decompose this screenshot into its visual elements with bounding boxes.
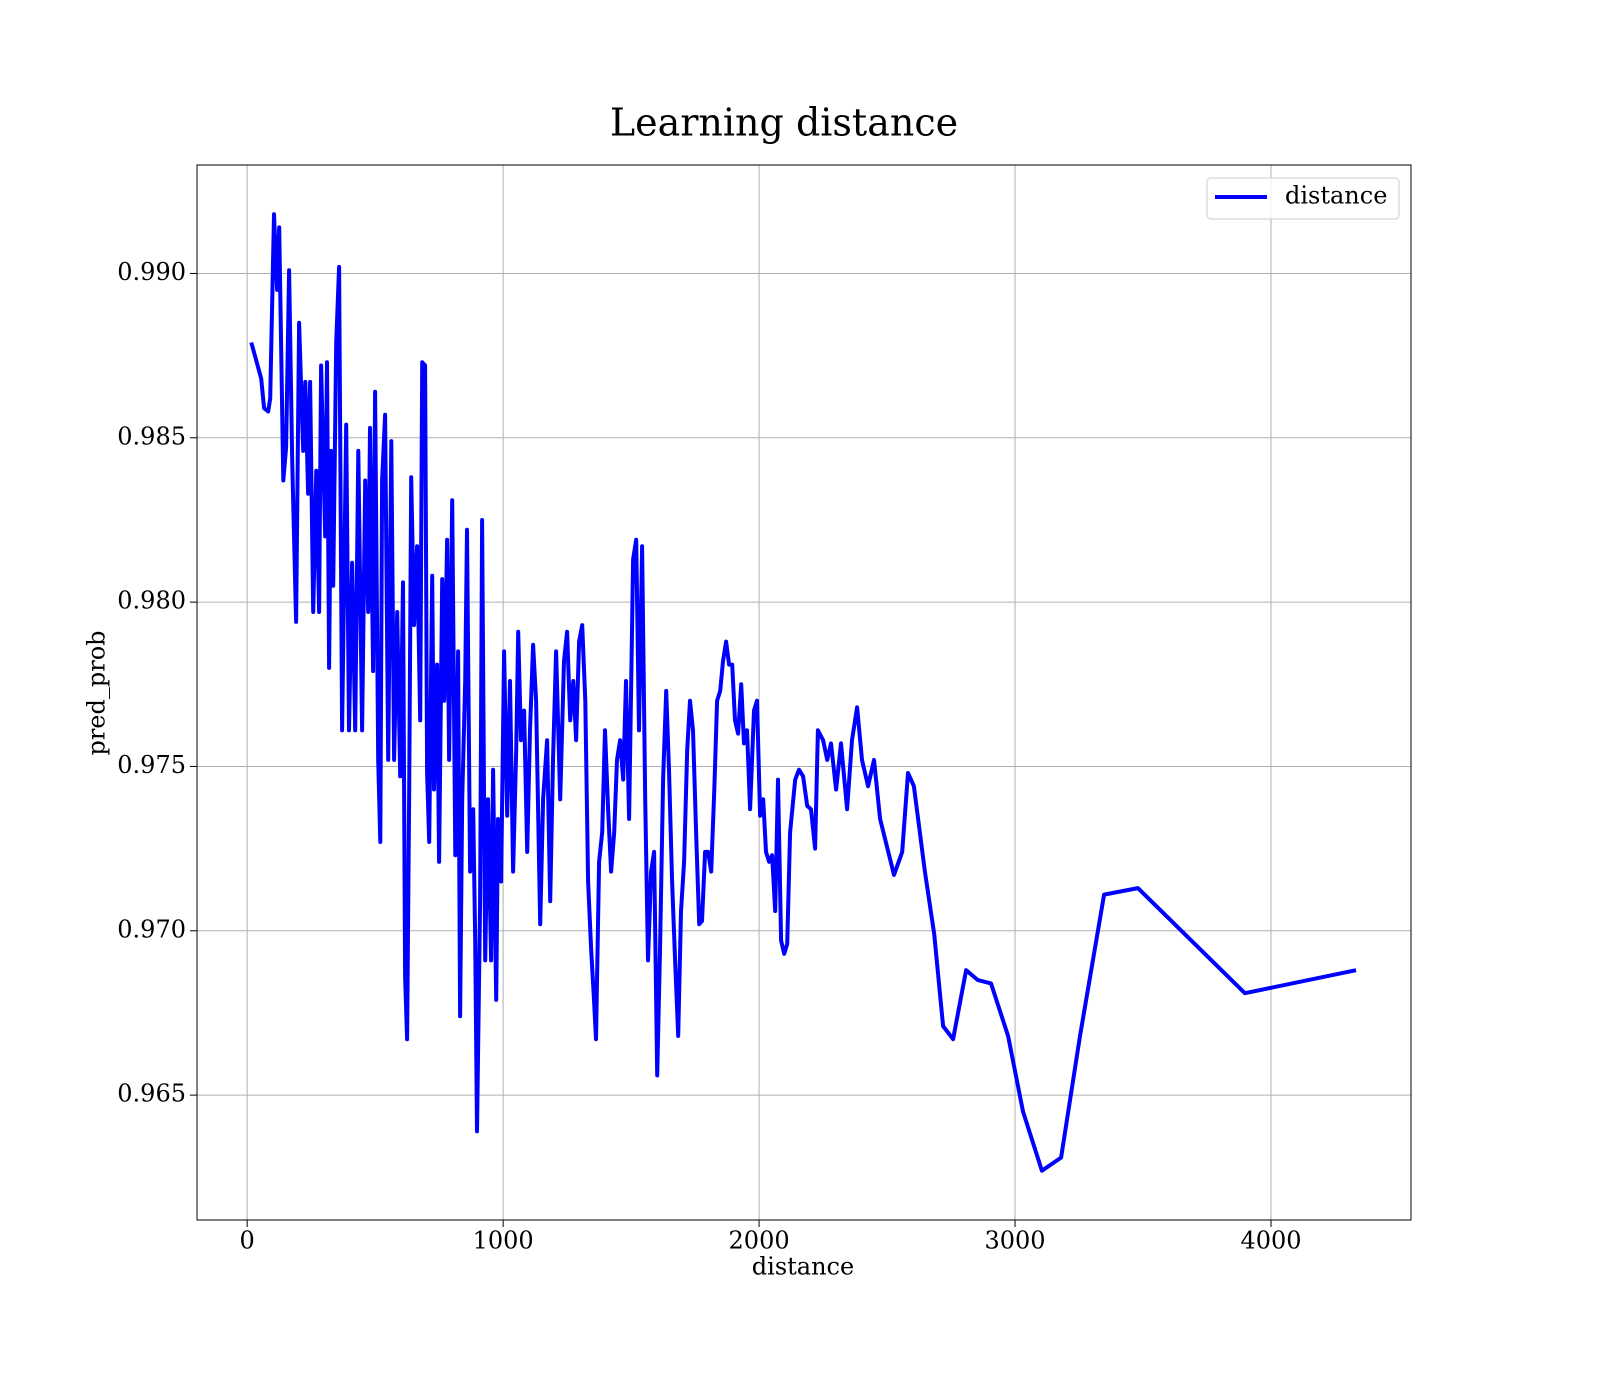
y-tick-label: 0.985 <box>117 422 186 450</box>
x-tick-label: 3000 <box>984 1227 1045 1255</box>
legend-label: distance <box>1285 182 1387 210</box>
data-line <box>249 212 1357 1173</box>
y-tick-label: 0.970 <box>117 915 186 943</box>
plot-frame <box>196 164 1412 1221</box>
x-tick-label: 4000 <box>1240 1227 1301 1255</box>
y-tick-label: 0.975 <box>117 751 186 779</box>
x-tick-label: 2000 <box>729 1227 790 1255</box>
x-tick-label: 1000 <box>473 1227 534 1255</box>
y-tick-label: 0.990 <box>117 258 186 286</box>
legend-box <box>1206 177 1400 220</box>
chart-title: Learning distance <box>610 101 958 145</box>
y-axis-label: pred_prob <box>83 630 111 755</box>
y-tick-label: 0.965 <box>117 1080 186 1108</box>
x-tick-label: 0 <box>240 1227 255 1255</box>
y-tick-label: 0.980 <box>117 587 186 615</box>
x-axis-label: distance <box>752 1253 854 1281</box>
